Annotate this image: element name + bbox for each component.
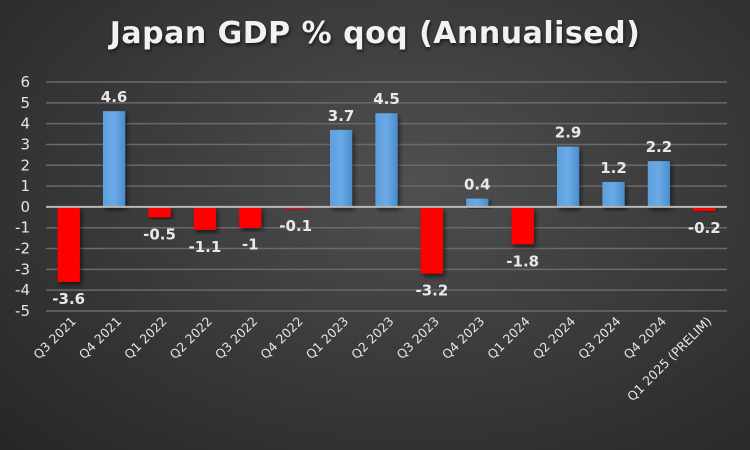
x-tick-label: Q4 2021 <box>76 314 124 362</box>
x-tick-label: Q2 2022 <box>167 314 215 362</box>
data-label: -3.2 <box>415 282 448 300</box>
x-tick-label: Q1 2022 <box>121 314 169 362</box>
y-tick-label: -1 <box>15 219 30 237</box>
data-label: 4.6 <box>101 88 128 106</box>
y-tick-label: 6 <box>20 73 30 91</box>
y-axis: 6 5 4 3 2 1 0 -1 -2 -3 -4 -5 <box>15 73 30 320</box>
y-tick-label: 0 <box>20 198 30 216</box>
data-label: -0.2 <box>688 219 721 237</box>
data-label: 4.5 <box>373 90 400 108</box>
bar-q1-2023 <box>329 129 353 207</box>
data-label: -0.1 <box>279 217 312 235</box>
data-label: 2.2 <box>646 138 673 156</box>
data-label: 0.4 <box>464 176 491 194</box>
y-tick-label: -5 <box>15 302 30 320</box>
y-tick-label: 5 <box>20 94 30 112</box>
bar-q4-2023 <box>466 198 489 207</box>
bar-q1-2025-prelim <box>693 206 716 212</box>
y-tick-label: -4 <box>15 281 30 299</box>
bars <box>57 111 716 282</box>
data-labels: -3.6 4.6 -0.5 -1.1 -1 -0.1 3.7 4.5 -3.2 0.4 -1.8 2.… <box>52 88 720 308</box>
x-tick-label: Q4 2023 <box>439 314 487 362</box>
y-tick-label: 3 <box>20 135 30 153</box>
bar-q3-2023 <box>420 206 444 274</box>
x-tick-label: Q3 2021 <box>30 314 78 362</box>
bar-q2-2023 <box>375 113 398 207</box>
bar-q2-2024 <box>556 146 580 207</box>
bar-q1-2024 <box>511 206 534 245</box>
y-tick-label: -2 <box>15 240 30 258</box>
x-tick-label: Q3 2022 <box>212 314 260 362</box>
bar-q3-2021 <box>57 206 80 282</box>
y-tick-label: 1 <box>20 177 30 195</box>
data-label: -1 <box>242 236 259 254</box>
bar-q2-2022 <box>193 206 217 230</box>
y-tick-label: 2 <box>20 156 30 174</box>
data-label: 2.9 <box>555 124 582 142</box>
data-label: -3.6 <box>52 290 85 308</box>
data-label: -1.1 <box>188 238 221 256</box>
y-tick-label: 4 <box>20 115 30 133</box>
bar-q4-2022 <box>284 206 307 209</box>
y-tick-label: -3 <box>15 260 30 278</box>
x-tick-label: Q1 2024 <box>484 313 533 362</box>
data-label: 1.2 <box>600 159 627 177</box>
chart-title: Japan GDP % qoq (Annualised) <box>109 16 641 51</box>
bar-q1-2022 <box>148 206 171 218</box>
bar-q3-2024 <box>602 181 625 207</box>
data-label: 3.7 <box>328 107 355 125</box>
x-tick-label: Q2 2023 <box>348 314 396 362</box>
bar-q4-2024 <box>647 161 671 207</box>
bar-q3-2022 <box>239 206 262 228</box>
bar-q4-2021 <box>102 111 126 207</box>
x-tick-label: Q1 2023 <box>303 314 351 362</box>
x-tick-label: Q2 2024 <box>530 313 579 362</box>
x-tick-label: Q4 2022 <box>257 314 305 362</box>
x-tick-label: Q3 2023 <box>394 314 442 362</box>
data-label: -0.5 <box>143 225 176 243</box>
data-label: -1.8 <box>506 252 539 270</box>
x-tick-label: Q3 2024 <box>575 313 624 362</box>
x-tick-label: Q1 2025 (PRELIM) <box>624 314 714 404</box>
